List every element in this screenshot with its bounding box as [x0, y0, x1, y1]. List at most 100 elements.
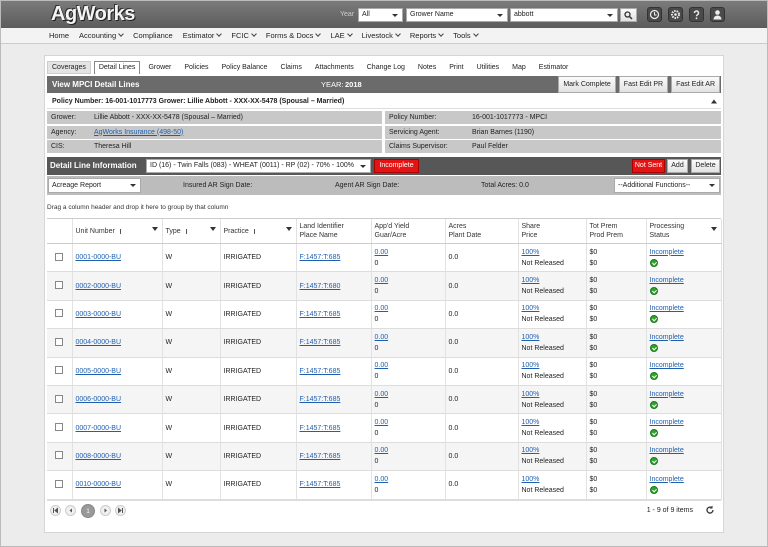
column-header[interactable]: Type: [162, 219, 221, 244]
filter-icon[interactable]: [209, 227, 216, 231]
yield-link[interactable]: 0.00: [374, 362, 389, 370]
filter-icon[interactable]: [151, 227, 158, 231]
land-link[interactable]: F:1457:T:680: [299, 282, 341, 290]
logo[interactable]: AgWorks: [51, 3, 135, 25]
nav-item[interactable]: Compliance: [133, 31, 173, 40]
column-header[interactable]: Acres Plant Date: [445, 219, 519, 244]
share-link[interactable]: 100%: [521, 475, 540, 483]
land-link[interactable]: F:1457:T:685: [299, 396, 341, 404]
filter-icon[interactable]: [710, 227, 717, 231]
share-link[interactable]: 100%: [521, 333, 540, 341]
status-link[interactable]: Incomplete: [649, 475, 684, 483]
settings-icon[interactable]: [668, 7, 683, 22]
share-link[interactable]: 100%: [521, 362, 540, 370]
unit-link[interactable]: 0003-0000-BU: [75, 310, 122, 318]
row-checkbox[interactable]: [55, 366, 64, 375]
share-link[interactable]: 100%: [521, 277, 540, 285]
tab[interactable]: Change Log: [366, 64, 405, 71]
row-checkbox[interactable]: [55, 479, 64, 488]
share-link[interactable]: 100%: [521, 447, 540, 455]
land-link[interactable]: F:1457:T:685: [299, 254, 341, 262]
help-icon[interactable]: [689, 7, 704, 22]
nav-item[interactable]: Home: [49, 31, 70, 40]
tab[interactable]: Coverages: [47, 61, 91, 74]
tab[interactable]: Policies: [184, 64, 209, 71]
nav-item[interactable]: Forms & Docs: [266, 31, 321, 40]
row-checkbox[interactable]: [55, 252, 64, 261]
functions-select[interactable]: --Additional Functions--: [614, 178, 720, 193]
status-link[interactable]: Incomplete: [649, 333, 684, 341]
yield-link[interactable]: 0.00: [374, 419, 389, 427]
column-header[interactable]: Processing Status: [646, 219, 722, 244]
nav-item[interactable]: Accounting: [79, 31, 123, 40]
tab[interactable]: Policy Balance: [221, 64, 268, 71]
share-link[interactable]: 100%: [521, 248, 540, 256]
unit-link[interactable]: 0007-0000-BU: [75, 424, 122, 432]
tab-active[interactable]: Detail Lines: [93, 61, 141, 74]
column-header[interactable]: Practice: [220, 219, 297, 244]
sort-icon[interactable]: [253, 228, 255, 234]
status-link[interactable]: Incomplete: [649, 305, 684, 313]
status-link[interactable]: Incomplete: [649, 248, 684, 256]
yield-link[interactable]: 0.00: [374, 333, 389, 341]
unit-link[interactable]: 0010-0000-BU: [75, 481, 122, 489]
row-checkbox[interactable]: [55, 394, 64, 403]
yield-link[interactable]: 0.00: [374, 305, 389, 313]
title-button[interactable]: Mark Complete: [558, 76, 616, 93]
year-select[interactable]: All: [358, 8, 403, 22]
yield-link[interactable]: 0.00: [374, 248, 389, 256]
unit-link[interactable]: 0006-0000-BU: [75, 396, 122, 404]
column-header[interactable]: Land Identifier Place Name: [296, 219, 372, 244]
user-icon[interactable]: [710, 7, 725, 22]
tab[interactable]: Print: [449, 64, 464, 71]
land-link[interactable]: F:1457:T:685: [299, 481, 341, 489]
column-header[interactable]: App'd Yield Guar/Acre: [371, 219, 446, 244]
info-link[interactable]: AgWorks Insurance (498-50): [94, 128, 184, 136]
status-link[interactable]: Incomplete: [649, 419, 684, 427]
filter-icon[interactable]: [285, 227, 292, 231]
collapse-icon[interactable]: [711, 99, 717, 104]
land-link[interactable]: F:1457:T:685: [299, 367, 341, 375]
tab[interactable]: Map: [512, 64, 526, 71]
sort-icon[interactable]: [119, 228, 121, 234]
last-page[interactable]: [115, 505, 126, 516]
nav-item[interactable]: LAE: [330, 31, 351, 40]
column-header[interactable]: Tot Prem Prod Prem: [586, 219, 647, 244]
land-link[interactable]: F:1457:T:685: [299, 452, 341, 460]
refresh-icon[interactable]: [705, 505, 715, 515]
unit-link[interactable]: 0008-0000-BU: [75, 452, 122, 460]
tab[interactable]: Grower: [148, 64, 172, 71]
status-link[interactable]: Incomplete: [649, 277, 684, 285]
row-checkbox[interactable]: [55, 337, 64, 346]
sort-icon[interactable]: [185, 228, 187, 234]
history-icon[interactable]: [647, 7, 662, 22]
nav-item[interactable]: Livestock: [362, 31, 400, 40]
row-checkbox[interactable]: [55, 281, 64, 290]
nav-item[interactable]: FCIC: [231, 31, 256, 40]
search-button[interactable]: [620, 8, 637, 22]
yield-link[interactable]: 0.00: [374, 475, 389, 483]
tab[interactable]: Claims: [280, 64, 302, 71]
next-page[interactable]: [100, 505, 111, 516]
row-checkbox[interactable]: [55, 309, 64, 318]
column-header[interactable]: Unit Number: [72, 219, 163, 244]
search-type-select[interactable]: Grower Name: [406, 8, 508, 22]
current-page[interactable]: 1: [81, 504, 95, 518]
first-page[interactable]: [50, 505, 61, 516]
tab[interactable]: Estimator: [538, 64, 569, 71]
unit-link[interactable]: 0005-0000-BU: [75, 367, 122, 375]
row-checkbox[interactable]: [55, 451, 64, 460]
land-link[interactable]: F:1457:T:685: [299, 424, 341, 432]
land-link[interactable]: F:1457:T:685: [299, 339, 341, 347]
nav-item[interactable]: Reports: [410, 31, 443, 40]
detail-line-select[interactable]: ID (16) - Twin Falls (083) - WHEAT (0011…: [146, 159, 371, 173]
yield-link[interactable]: 0.00: [374, 447, 389, 455]
tab[interactable]: Notes: [417, 64, 437, 71]
add-button[interactable]: Add: [667, 159, 688, 173]
unit-link[interactable]: 0001-0000-BU: [75, 254, 122, 262]
share-link[interactable]: 100%: [521, 419, 540, 427]
tab[interactable]: Attachments: [314, 64, 354, 71]
share-link[interactable]: 100%: [521, 305, 540, 313]
yield-link[interactable]: 0.00: [374, 277, 389, 285]
tab[interactable]: Utilities: [476, 64, 500, 71]
